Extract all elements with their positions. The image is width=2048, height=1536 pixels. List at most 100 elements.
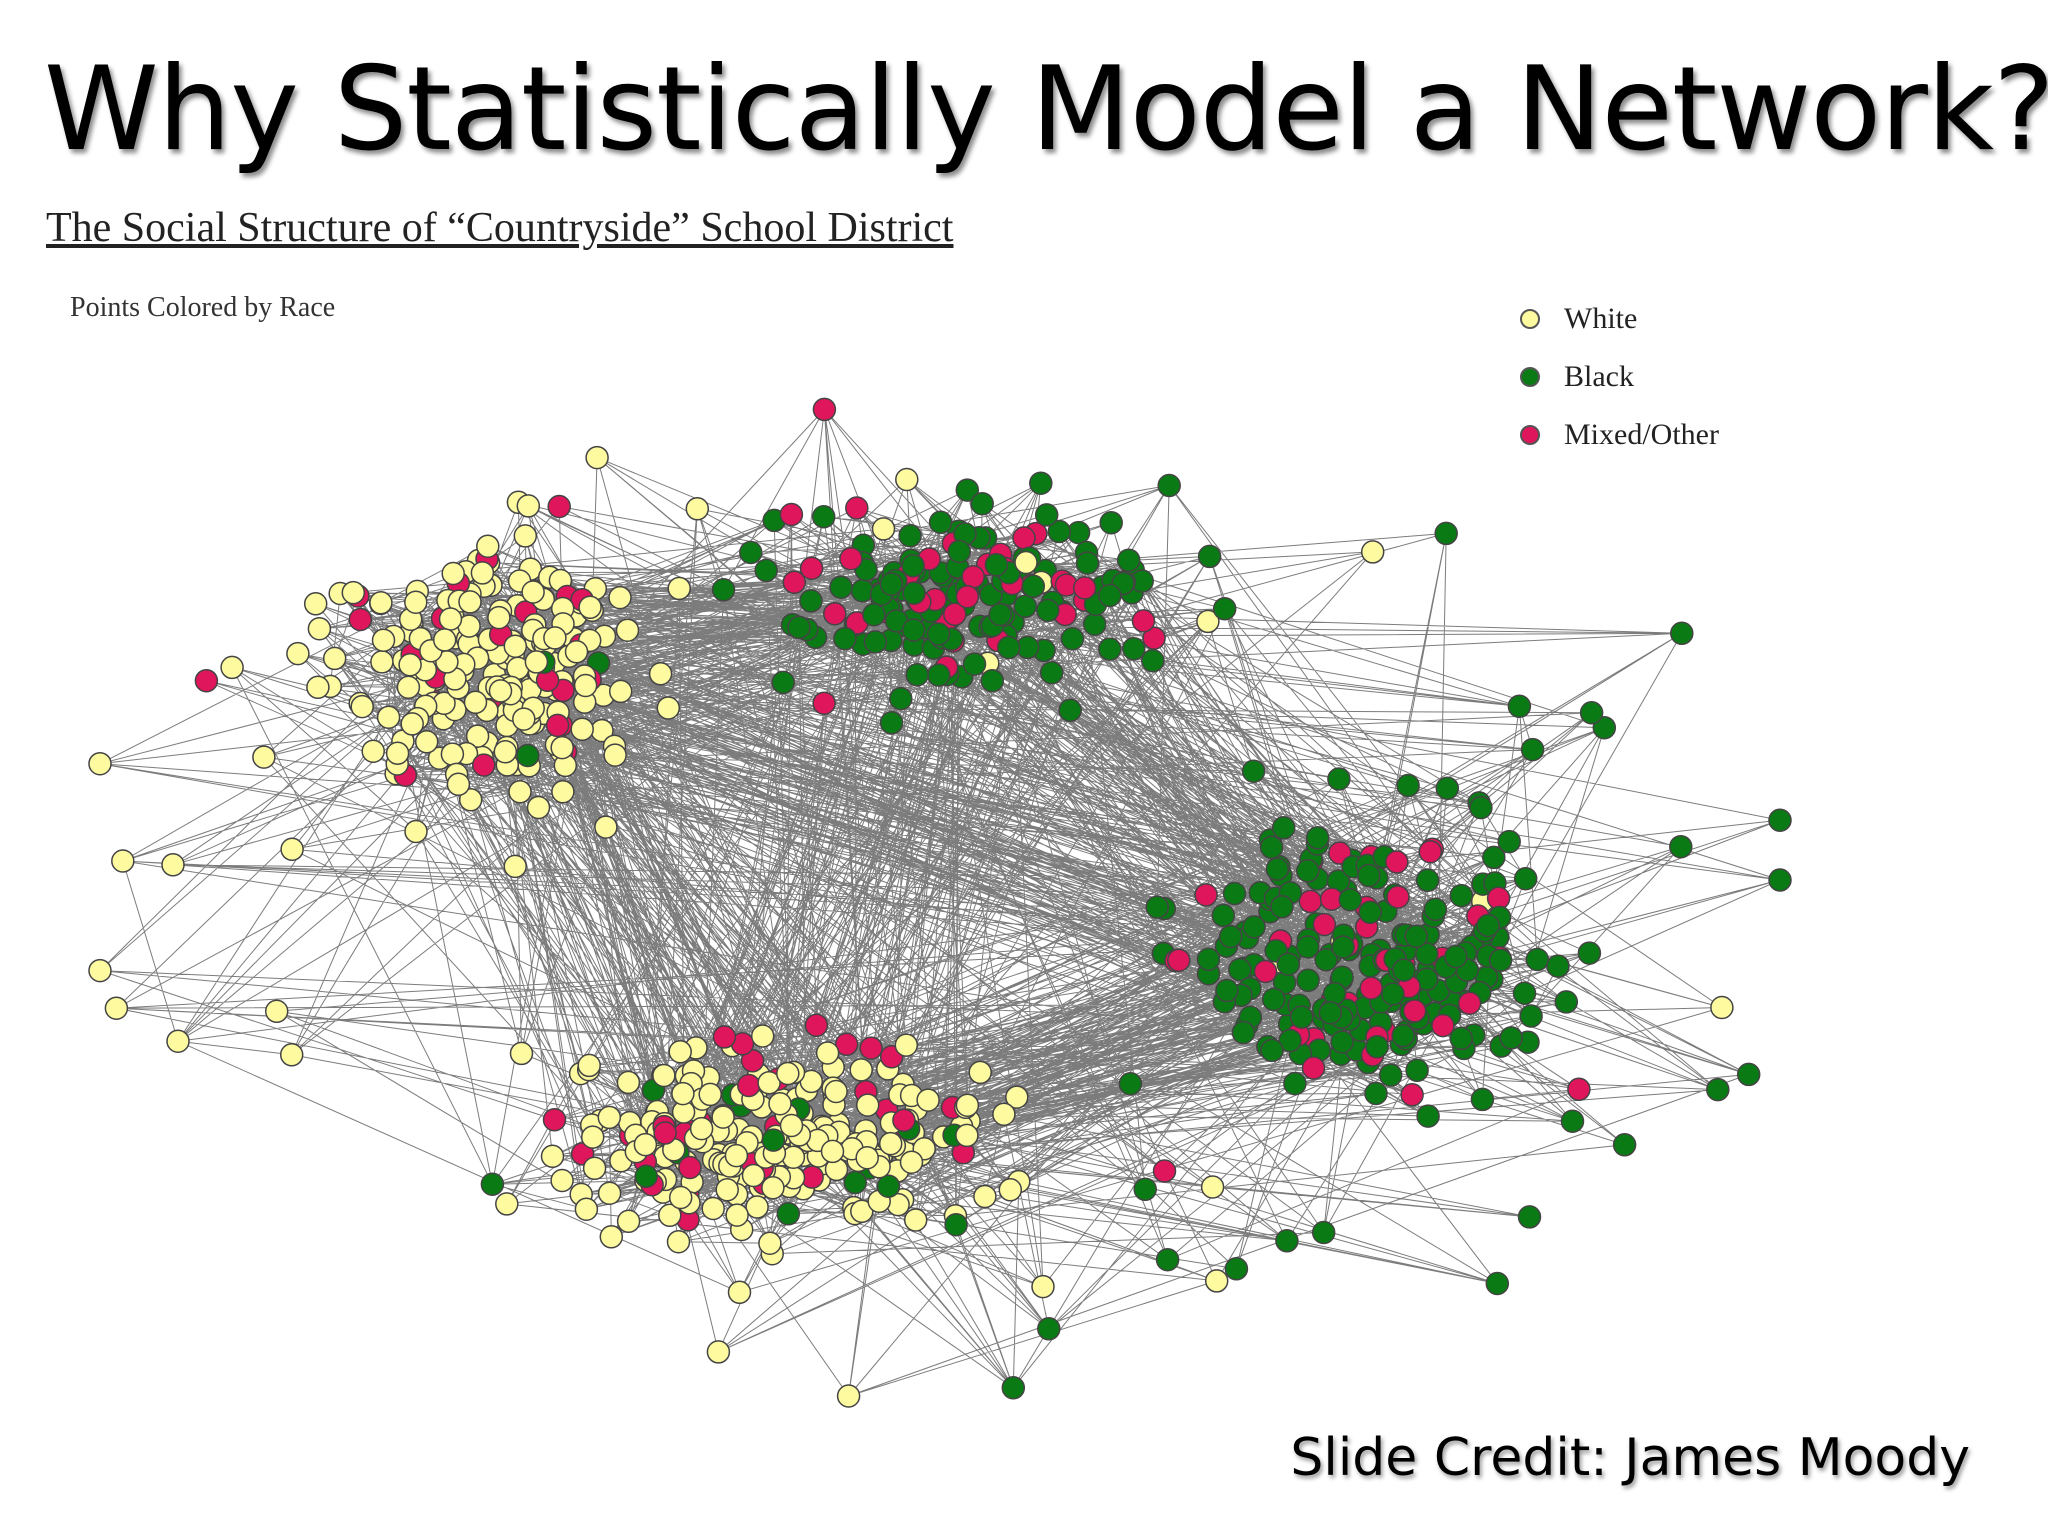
- network-node-white: [666, 1229, 691, 1254]
- network-node-black: [1228, 957, 1252, 982]
- network-node-white: [458, 590, 482, 614]
- network-node-mixed: [1012, 526, 1036, 550]
- network-node-black: [1231, 1020, 1256, 1045]
- network-node-mixed: [1431, 1013, 1455, 1038]
- network-node-white: [508, 780, 532, 804]
- network-node-white: [307, 616, 332, 641]
- network-node-mixed: [1301, 1056, 1326, 1080]
- network-node-mixed: [1359, 976, 1383, 1000]
- network-node-white: [341, 580, 366, 605]
- network-node-black: [1736, 1062, 1761, 1087]
- network-node-mixed: [737, 1073, 761, 1098]
- network-node-white: [521, 580, 545, 604]
- network-node-black: [1013, 594, 1037, 619]
- network-node-mixed: [782, 570, 807, 595]
- network-node-black: [1592, 715, 1617, 740]
- network-node-black: [1612, 1133, 1637, 1157]
- network-node-black: [1414, 942, 1439, 966]
- network-node-black: [1122, 636, 1146, 661]
- network-node-black: [898, 523, 922, 548]
- network-node-white: [526, 795, 551, 820]
- network-node-black: [1029, 471, 1053, 495]
- network-node-black: [901, 618, 926, 642]
- network-node-white: [779, 1113, 804, 1138]
- network-node-black: [843, 1170, 867, 1195]
- network-node-black: [1261, 987, 1286, 1012]
- network-node-white: [1200, 1175, 1225, 1199]
- network-node-black: [926, 622, 951, 646]
- network-node-white: [603, 743, 627, 767]
- network-node-black: [1283, 1071, 1307, 1096]
- legend: White Black Mixed/Other: [1520, 290, 1719, 464]
- network-node-black: [776, 1202, 801, 1226]
- network-node-black: [1488, 948, 1513, 972]
- network-node-black: [1296, 968, 1320, 993]
- network-node-white: [992, 1102, 1016, 1126]
- network-node-black: [811, 504, 836, 529]
- network-node-black: [1525, 947, 1550, 972]
- network-node-black: [1211, 903, 1236, 928]
- network-node-black: [1404, 924, 1428, 949]
- network-node-black: [833, 626, 857, 651]
- network-node-black: [1546, 954, 1570, 978]
- network-node-black: [1706, 1077, 1730, 1102]
- network-node-black: [988, 602, 1012, 627]
- network-node-mixed: [1131, 609, 1156, 633]
- network-node-white: [894, 1033, 919, 1057]
- network-node-black: [1434, 521, 1458, 546]
- network-node-black: [1098, 637, 1122, 661]
- network-node-white: [509, 1041, 534, 1066]
- network-node-black: [1322, 981, 1347, 1006]
- network-node-white: [463, 690, 488, 715]
- network-node-white: [573, 673, 598, 698]
- network-node-black: [1218, 924, 1243, 949]
- network-node-black: [480, 1172, 505, 1196]
- network-node-white: [264, 999, 289, 1024]
- network-node-white: [465, 724, 490, 748]
- network-node-black: [1196, 947, 1221, 971]
- network-node-black: [1520, 737, 1545, 762]
- network-node-mixed: [653, 1121, 677, 1145]
- network-node-white: [616, 1209, 641, 1234]
- network-node-white: [503, 854, 527, 879]
- network-node-white: [543, 626, 567, 650]
- network-node-mixed: [1402, 999, 1427, 1023]
- network-node-white: [594, 815, 618, 839]
- network-node-mixed: [845, 496, 869, 520]
- network-node-black: [1215, 978, 1239, 1003]
- network-node-black: [1311, 1220, 1336, 1245]
- network-node-mixed: [812, 397, 837, 422]
- network-node-white: [689, 1116, 714, 1141]
- network-node-black: [1331, 935, 1355, 959]
- network-node-white: [616, 1070, 641, 1095]
- network-node-black: [1039, 660, 1064, 685]
- network-node-mixed: [1298, 889, 1323, 914]
- network-node-black: [1275, 1229, 1299, 1253]
- network-node-mixed: [839, 547, 863, 571]
- network-node-black: [1037, 1317, 1061, 1341]
- network-node-black: [1396, 773, 1420, 798]
- network-node-white: [776, 1061, 800, 1086]
- network-node-white: [768, 1091, 792, 1116]
- network-node-white: [574, 1197, 599, 1221]
- network-node-black: [1519, 1004, 1543, 1028]
- network-node-black: [1469, 795, 1493, 820]
- network-node-black: [1560, 1109, 1585, 1133]
- network-node-white: [668, 1039, 692, 1064]
- network-node-mixed: [545, 713, 570, 738]
- network-node-white: [725, 1203, 749, 1227]
- network-node-black: [1318, 1001, 1343, 1025]
- network-node-mixed: [1418, 839, 1443, 864]
- network-node-white: [385, 741, 410, 765]
- network-node-mixed: [799, 556, 824, 580]
- network-node-black: [962, 652, 987, 676]
- network-node-white: [903, 1208, 928, 1232]
- network-node-black: [1075, 551, 1100, 575]
- network-node-white: [955, 1093, 980, 1117]
- network-node-black: [1058, 698, 1082, 723]
- network-node-black: [1512, 981, 1537, 1005]
- network-node-white: [781, 1145, 806, 1169]
- network-node-white: [711, 1105, 735, 1129]
- network-node-white: [871, 517, 896, 541]
- network-node-black: [1449, 1026, 1473, 1051]
